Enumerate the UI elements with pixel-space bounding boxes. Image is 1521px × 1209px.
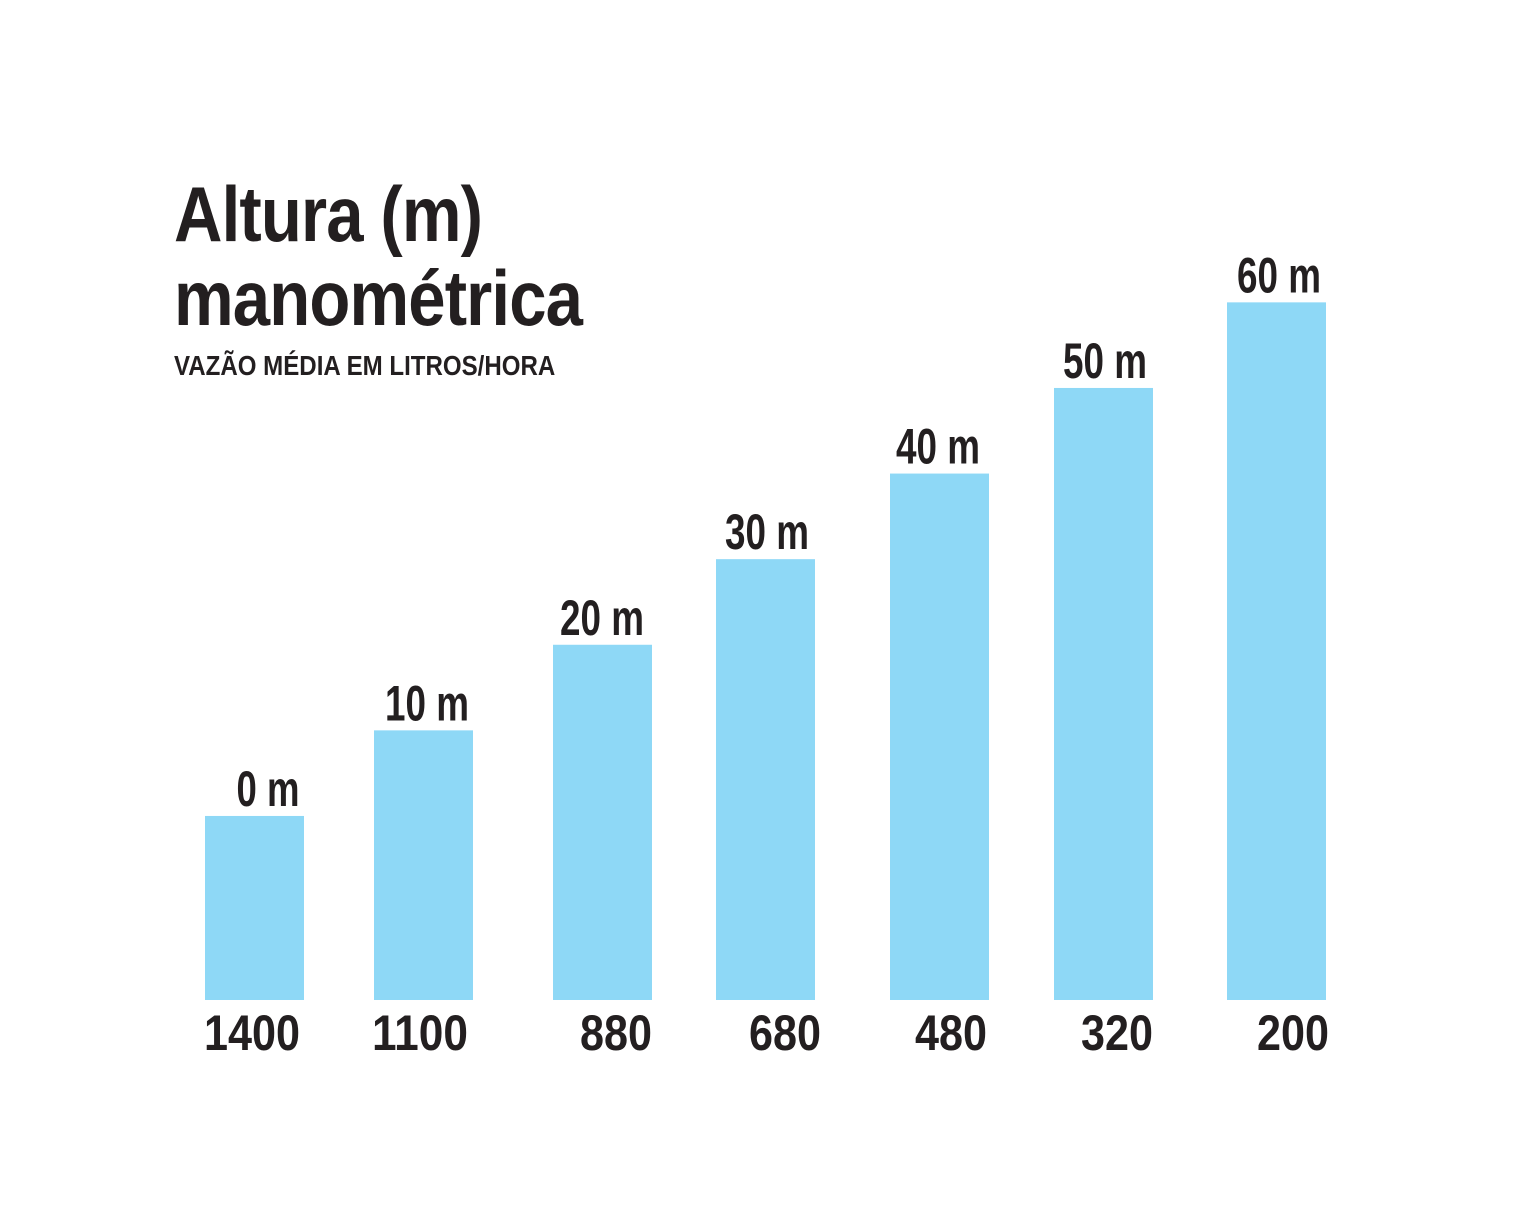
bar-680 (716, 559, 815, 1000)
bar-320 (1054, 387, 1153, 1001)
category-label-480: 480 (915, 1005, 987, 1061)
data-label-200: 60 m (1237, 247, 1321, 303)
category-label-1100: 1100 (372, 1005, 468, 1061)
chart-title-line-2: manométrica (174, 254, 583, 342)
category-label-680: 680 (749, 1005, 821, 1061)
bar-480 (890, 473, 989, 1000)
chart-title-block: Altura (m) manométrica VAZÃO MÉDIA EM LI… (174, 172, 649, 382)
category-label-200: 200 (1257, 1005, 1329, 1061)
bar-880 (553, 644, 652, 1000)
category-label-1400: 1400 (204, 1005, 300, 1061)
bar-1400 (205, 815, 304, 1000)
bar-1100 (374, 730, 473, 1000)
data-label-880: 20 m (560, 590, 644, 646)
category-label-880: 880 (580, 1005, 652, 1061)
data-label-680: 30 m (725, 504, 809, 560)
data-label-1400: 0 m (237, 761, 300, 817)
data-label-480: 40 m (896, 419, 980, 475)
chart-subtitle: VAZÃO MÉDIA EM LITROS/HORA (174, 350, 556, 381)
bar-200 (1227, 302, 1326, 1000)
data-label-320: 50 m (1063, 333, 1147, 389)
data-label-1100: 10 m (385, 675, 469, 731)
chart-title-line-1: Altura (m) (174, 170, 483, 258)
category-label-320: 320 (1081, 1005, 1153, 1061)
